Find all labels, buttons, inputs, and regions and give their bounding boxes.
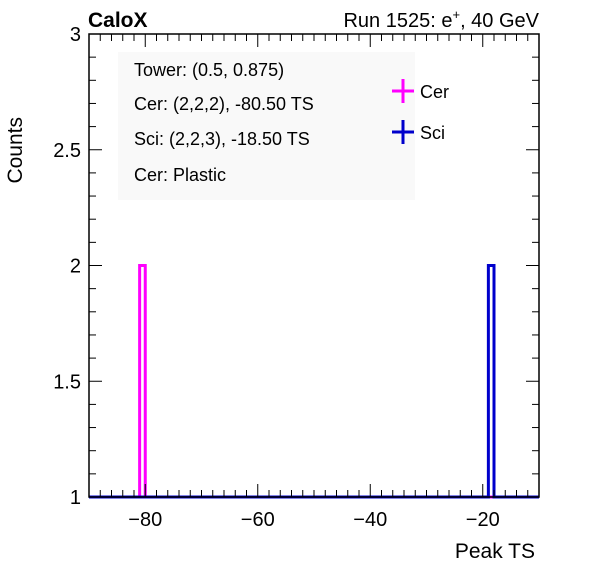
info-line-cer: Cer: (2,2,2), -80.50 TS bbox=[134, 94, 314, 114]
info-box: Tower: (0.5, 0.875) Cer: (2,2,2), -80.50… bbox=[134, 60, 314, 185]
experiment-label: CaloX bbox=[88, 9, 148, 32]
run-label-main: Run 1525: e bbox=[343, 10, 452, 32]
x-axis-label: Peak TS bbox=[455, 540, 535, 563]
x-tick-label: −20 bbox=[466, 509, 500, 531]
legend-label-sci: Sci bbox=[420, 123, 445, 143]
legend-item-sci: Sci bbox=[392, 120, 445, 144]
info-box-background bbox=[118, 52, 415, 200]
info-line-sci: Sci: (2,2,3), -18.50 TS bbox=[134, 129, 310, 149]
x-tick-label: −40 bbox=[353, 509, 387, 531]
legend-label-cer: Cer bbox=[420, 82, 449, 102]
info-line-tower: Tower: (0.5, 0.875) bbox=[134, 60, 284, 80]
axes: −80 −60 −40 −20 1 1.5 2 2.5 3 bbox=[53, 24, 540, 531]
y-axis-label: Counts bbox=[4, 117, 27, 184]
y-tick-label: 2.5 bbox=[53, 140, 81, 162]
y-tick-label: 3 bbox=[70, 24, 81, 46]
plot-frame bbox=[118, 52, 415, 200]
x-tick-label: −80 bbox=[128, 509, 162, 531]
info-line-material: Cer: Plastic bbox=[134, 165, 226, 185]
y-tick-label: 1 bbox=[70, 487, 81, 509]
series-line-sci bbox=[89, 264, 539, 499]
run-label: Run 1525: e+, 40 GeV bbox=[343, 7, 539, 32]
legend: Cer Sci bbox=[392, 79, 449, 144]
series-line-cer bbox=[89, 264, 539, 499]
y-tick-label: 1.5 bbox=[53, 371, 81, 393]
legend-item-cer: Cer bbox=[392, 79, 449, 103]
y-tick-label: 2 bbox=[70, 256, 81, 278]
run-label-suffix: , 40 GeV bbox=[460, 10, 540, 32]
series-layer bbox=[89, 264, 539, 499]
x-tick-label: −60 bbox=[241, 509, 275, 531]
run-label-superscript: + bbox=[452, 7, 460, 22]
